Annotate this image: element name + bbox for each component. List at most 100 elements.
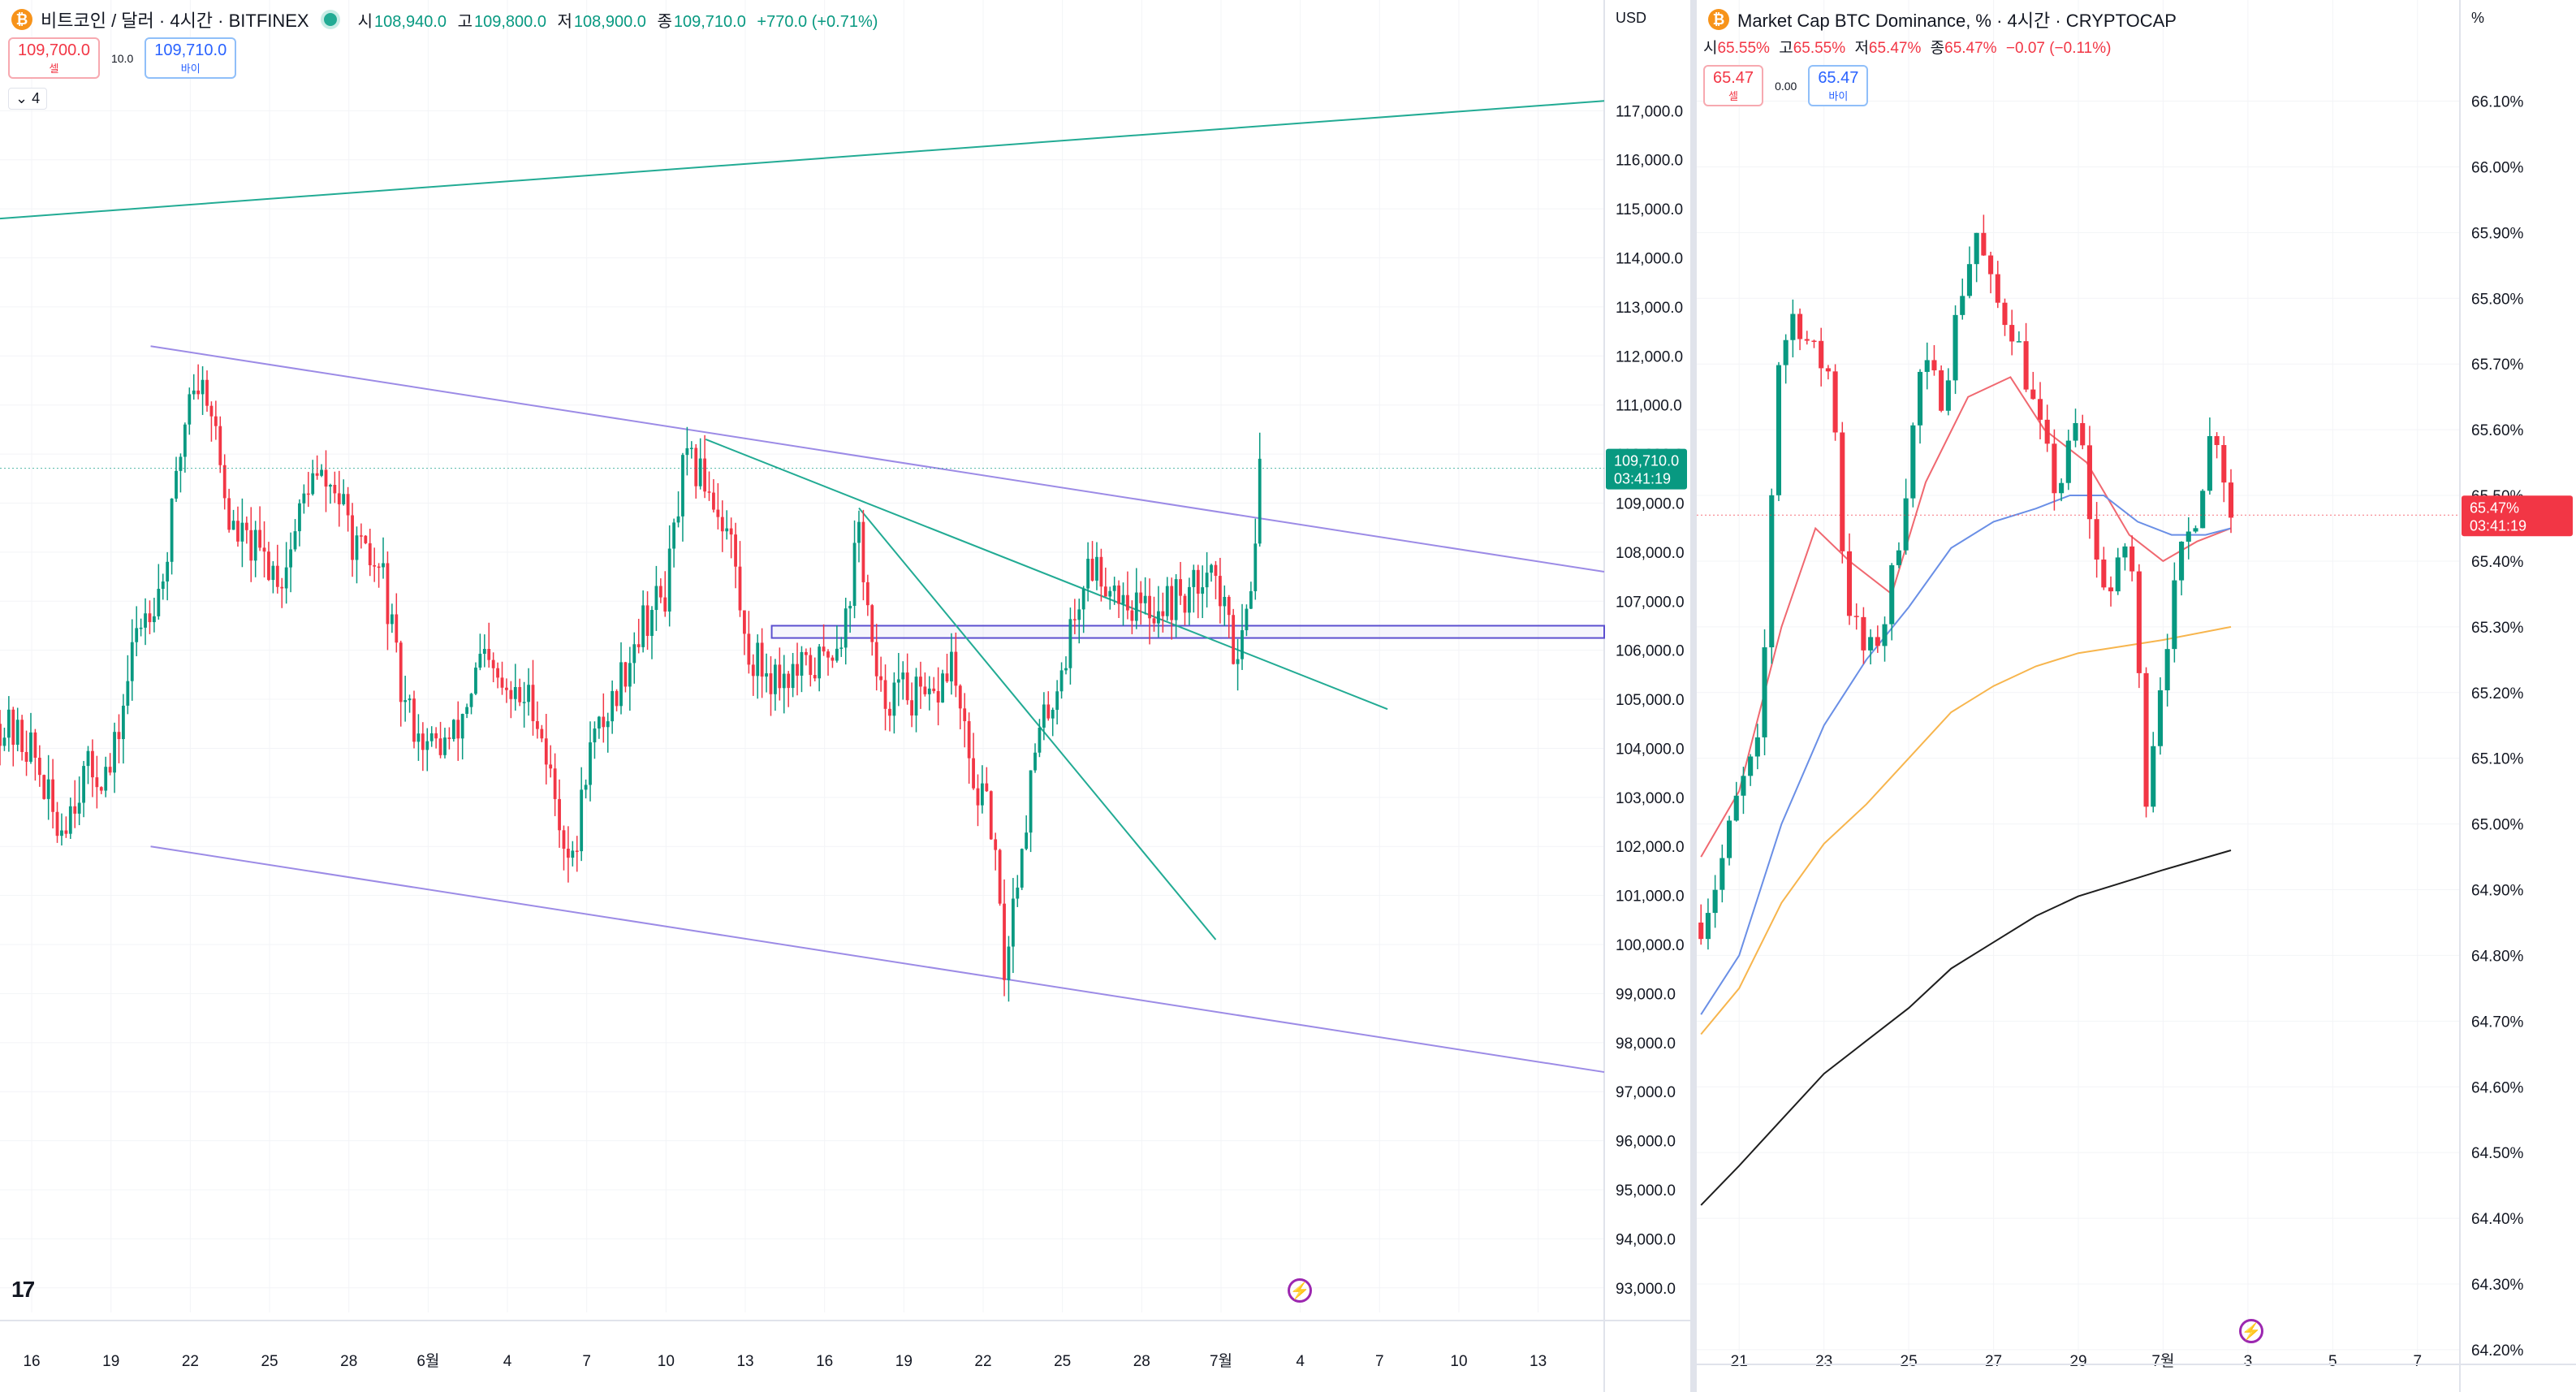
x-tick-label: 7월 — [2151, 1352, 2174, 1370]
buy-button[interactable]: 109,710.0 바이 — [145, 37, 237, 79]
price-axis-unit: % — [2471, 10, 2484, 26]
candle-body — [253, 530, 257, 561]
candle-body — [11, 709, 15, 746]
candle-body — [645, 605, 649, 636]
candle-body — [536, 720, 539, 729]
candle-body — [1130, 610, 1134, 621]
candle-body — [2065, 440, 2071, 483]
candle-body — [1174, 579, 1178, 620]
indicators-toggle-button[interactable]: ⌄ 4 — [8, 88, 48, 110]
candle-body — [1790, 313, 1796, 340]
candle-body — [1134, 592, 1138, 621]
candle-body — [689, 447, 693, 449]
x-tick-label: 23 — [1815, 1353, 1832, 1370]
y-tick-label: 65.70% — [2471, 357, 2524, 374]
candle-body — [1258, 458, 1262, 544]
btc-usd-symbol-title[interactable]: 비트코인 / 달러 · 4시간 · BITFINEX — [41, 11, 309, 31]
candle-body — [460, 713, 464, 739]
candle-body — [1029, 770, 1033, 833]
tradingview-logo[interactable]: 17 — [11, 1277, 35, 1302]
candle-body — [712, 492, 715, 510]
candle-body — [329, 485, 332, 487]
candle-body — [1811, 340, 1817, 343]
candle-body — [1117, 585, 1120, 604]
x-tick-label: 22 — [974, 1353, 991, 1370]
candle-body — [1819, 340, 1824, 369]
candle-body — [2200, 491, 2206, 529]
candle-body — [157, 589, 161, 616]
sell-button[interactable]: 65.47 셀 — [1703, 65, 1764, 106]
y-tick-label: 64.70% — [2471, 1014, 2524, 1031]
candle-body — [1046, 704, 1051, 719]
candle-body — [408, 698, 412, 701]
lightning-icon[interactable]: ⚡ — [2239, 1319, 2263, 1343]
btc-usd-pane[interactable]: 117,000.0 116,000.0 115,000.0 114,000.0 113,… — [0, 0, 1690, 1392]
candle-body — [2193, 528, 2198, 532]
candle-body — [108, 767, 112, 773]
candle-body — [42, 775, 46, 799]
candle-body — [575, 850, 579, 852]
candle-body — [1236, 659, 1240, 664]
candle-body — [2037, 399, 2043, 420]
lightning-icon[interactable]: ⚡ — [1288, 1278, 1312, 1303]
x-tick-label: 6월 — [416, 1352, 439, 1370]
candle-body — [571, 850, 575, 858]
candle-body — [954, 651, 958, 686]
candle-body — [914, 677, 918, 716]
candle-body — [778, 664, 782, 689]
candle-body — [284, 567, 288, 589]
candle-body — [1741, 776, 1746, 796]
candle-body — [1210, 564, 1213, 573]
candle-body — [910, 700, 913, 716]
candle-body — [244, 522, 248, 530]
sell-button[interactable]: 109,700.0 셀 — [8, 37, 100, 79]
candle-body — [1051, 709, 1055, 719]
candle-body — [258, 530, 262, 548]
candle-body — [628, 663, 632, 687]
btc-dominance-chart[interactable]: 66.10% 66.00% 65.90% 65.80% 65.70% 65.60% 65.5… — [1697, 0, 2576, 1392]
x-tick-label: 28 — [1133, 1353, 1150, 1370]
candle-body — [201, 379, 205, 395]
candle-body — [1966, 264, 1973, 296]
candle-body — [2002, 302, 2008, 326]
btc-dominance-pane[interactable]: 66.10% 66.00% 65.90% 65.80% 65.70% 65.60% 65.5… — [1697, 0, 2576, 1392]
pane-divider[interactable] — [1690, 0, 1697, 1392]
candle-body — [1007, 946, 1011, 980]
sell-price: 65.47 — [1713, 69, 1754, 87]
candle-body — [447, 737, 451, 739]
candle-body — [650, 610, 654, 636]
candle-body — [46, 779, 50, 799]
candle-body — [2030, 389, 2036, 400]
candle-body — [531, 685, 535, 721]
y-tick-label: 64.60% — [2471, 1079, 2524, 1096]
candle-body — [82, 766, 85, 803]
candle-body — [386, 563, 390, 625]
candle-body — [1988, 255, 1994, 275]
candle-body — [800, 651, 804, 676]
candle-body — [359, 535, 363, 537]
top-green-trendline — [0, 100, 1605, 220]
candle-body — [175, 470, 178, 499]
candle-body — [2009, 325, 2015, 342]
x-tick-label: 29 — [2069, 1353, 2086, 1370]
x-tick-label: 4 — [1296, 1353, 1305, 1370]
btc-usd-legend: ₿ 비트코인 / 달러 · 4시간 · BITFINEX 시 108,940.0 … — [11, 6, 878, 32]
candle-body — [482, 648, 486, 655]
candle-body — [148, 613, 152, 623]
buy-button[interactable]: 65.47 바이 — [1808, 65, 1869, 106]
candle-body — [743, 610, 746, 634]
candle-body — [672, 522, 676, 549]
candle-body — [1776, 365, 1782, 495]
candle-body — [275, 565, 279, 587]
candle-body — [289, 549, 292, 568]
candle-body — [1974, 232, 1979, 265]
candle-body — [769, 673, 773, 694]
candle-body — [725, 528, 729, 532]
candle-body — [2023, 341, 2029, 390]
ohlc-high-key: 고 — [457, 12, 472, 31]
btc-dominance-symbol-title[interactable]: Market Cap BTC Dominance, % · 4시간 · CRYP… — [1737, 11, 2177, 31]
x-tick-label: 5 — [2328, 1353, 2337, 1370]
candle-body — [1726, 820, 1732, 858]
candle-body — [1188, 586, 1191, 613]
btc-usd-chart[interactable]: 117,000.0 116,000.0 115,000.0 114,000.0 113,… — [0, 0, 1690, 1392]
